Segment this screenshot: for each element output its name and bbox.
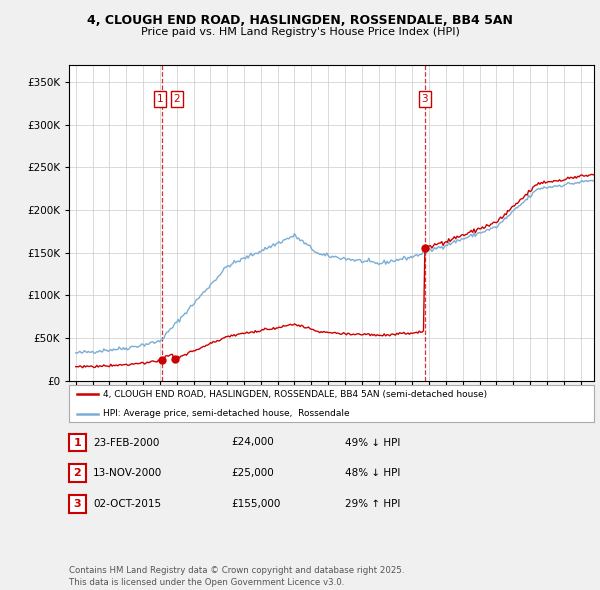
Text: 2: 2 xyxy=(174,94,181,104)
Text: 13-NOV-2000: 13-NOV-2000 xyxy=(93,468,162,478)
Text: 23-FEB-2000: 23-FEB-2000 xyxy=(93,438,160,447)
Text: £25,000: £25,000 xyxy=(231,468,274,478)
Point xyxy=(157,355,167,365)
Text: Price paid vs. HM Land Registry's House Price Index (HPI): Price paid vs. HM Land Registry's House … xyxy=(140,28,460,37)
Text: 49% ↓ HPI: 49% ↓ HPI xyxy=(345,438,400,447)
Text: 4, CLOUGH END ROAD, HASLINGDEN, ROSSENDALE, BB4 5AN (semi-detached house): 4, CLOUGH END ROAD, HASLINGDEN, ROSSENDA… xyxy=(103,390,487,399)
Text: 1: 1 xyxy=(74,438,81,447)
Text: 29% ↑ HPI: 29% ↑ HPI xyxy=(345,499,400,509)
Text: HPI: Average price, semi-detached house,  Rossendale: HPI: Average price, semi-detached house,… xyxy=(103,409,350,418)
Point xyxy=(420,244,430,253)
Text: £24,000: £24,000 xyxy=(231,438,274,447)
Text: 2: 2 xyxy=(74,468,81,478)
Text: £155,000: £155,000 xyxy=(231,499,280,509)
Text: Contains HM Land Registry data © Crown copyright and database right 2025.
This d: Contains HM Land Registry data © Crown c… xyxy=(69,566,404,587)
Text: 48% ↓ HPI: 48% ↓ HPI xyxy=(345,468,400,478)
Text: 4, CLOUGH END ROAD, HASLINGDEN, ROSSENDALE, BB4 5AN: 4, CLOUGH END ROAD, HASLINGDEN, ROSSENDA… xyxy=(87,14,513,27)
Text: 02-OCT-2015: 02-OCT-2015 xyxy=(93,499,161,509)
Text: 1: 1 xyxy=(157,94,163,104)
Text: 3: 3 xyxy=(74,499,81,509)
Point xyxy=(170,355,179,364)
Text: 3: 3 xyxy=(422,94,428,104)
